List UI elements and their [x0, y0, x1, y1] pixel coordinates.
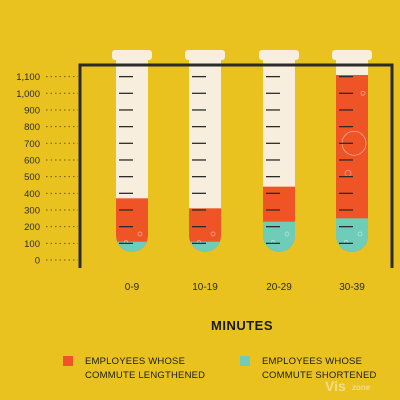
bar-shortened-30-39 — [336, 218, 368, 252]
legend-label-lengthened-line2: COMMUTE LENGTHENED — [85, 370, 205, 381]
watermark-sub: zone — [352, 383, 371, 392]
bar-lengthened-0-9 — [116, 198, 148, 252]
legend-label-shortened-line2: COMMUTE SHORTENED — [262, 370, 377, 381]
y-tick-label: 200 — [24, 222, 40, 233]
legend: EMPLOYEES WHOSE COMMUTE LENGTHENED EMPLO… — [63, 356, 377, 381]
tube-cap — [112, 50, 152, 60]
bar-shortened-0-9 — [116, 241, 148, 252]
x-tick-label-0-9: 0-9 — [125, 282, 140, 293]
x-axis-title: MINUTES — [211, 318, 273, 333]
legend-swatch-shortened — [240, 356, 250, 366]
test-tubes — [112, 50, 372, 252]
tube-body — [189, 60, 221, 252]
y-tick-label: 500 — [24, 172, 40, 183]
y-tick-label: 700 — [24, 139, 40, 150]
tube-20-29 — [259, 50, 299, 252]
watermark-logo: Vis zone — [325, 378, 371, 394]
x-tick-label-10-19: 10-19 — [192, 282, 218, 293]
tube-cap — [259, 50, 299, 60]
tube-0-9 — [112, 50, 152, 252]
y-axis: 0 100 200 300 400 500 600 700 800 900 1,000 1,100 — [16, 72, 78, 267]
y-tick-label: 600 — [24, 155, 40, 166]
tube-cap — [185, 50, 225, 60]
y-tick-label: 1,000 — [16, 89, 40, 100]
chart-frame — [78, 63, 394, 268]
x-tick-label-20-29: 20-29 — [266, 282, 292, 293]
y-tick-label: 0 — [35, 256, 40, 267]
legend-label-lengthened-line1: EMPLOYEES WHOSE — [85, 356, 185, 367]
x-tick-label-30-39: 30-39 — [339, 282, 365, 293]
y-tick-label: 900 — [24, 105, 40, 116]
legend-swatch-lengthened — [63, 356, 73, 366]
y-tick-label: 400 — [24, 189, 40, 200]
y-tick-label: 100 — [24, 239, 40, 250]
y-tick-label: 1,100 — [16, 72, 40, 83]
y-tick-label: 800 — [24, 122, 40, 133]
bar-shortened-10-19 — [189, 241, 221, 252]
tube-cap — [332, 50, 372, 60]
tube-30-39 — [332, 50, 372, 252]
tube-10-19 — [185, 50, 225, 252]
svg-text:EMPLOYEES WHOSE COMMUT: EMPLOYEES WHOSE COMMUTE SHORTENED — [262, 356, 377, 381]
svg-text:EMPLOYEES WHOSE COMMUT: EMPLOYEES WHOSE COMMUTE LENGTHENED — [85, 356, 205, 381]
legend-label-shortened-line1: EMPLOYEES WHOSE — [262, 356, 362, 367]
legend-item-lengthened: EMPLOYEES WHOSE COMMUTE LENGTHENED — [63, 356, 205, 381]
bar-lengthened-10-19 — [189, 208, 221, 252]
x-axis: 0-9 10-19 20-29 30-39 — [125, 282, 365, 293]
bar-shortened-20-29 — [263, 221, 295, 252]
watermark-main: Vis — [325, 378, 346, 394]
legend-item-shortened: EMPLOYEES WHOSE COMMUTE SHORTENED — [240, 356, 377, 381]
y-tick-label: 300 — [24, 205, 40, 216]
rack-frame — [78, 63, 394, 268]
